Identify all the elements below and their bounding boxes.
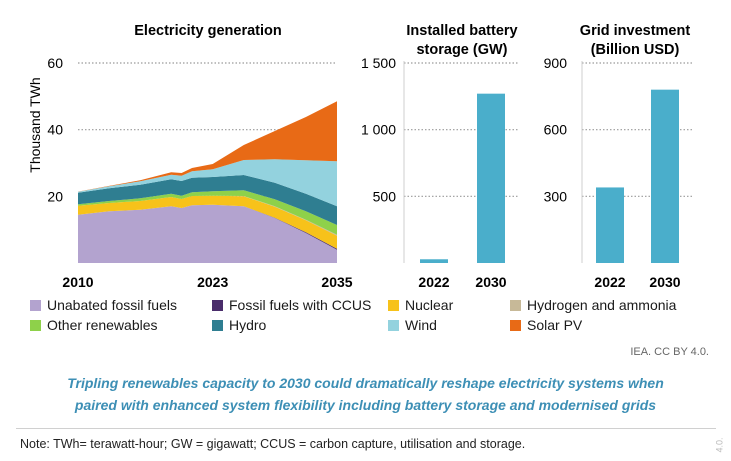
legend-item-fossil-ccus: Fossil fuels with CCUS xyxy=(212,297,371,313)
x-tick-label: 2030 xyxy=(649,274,680,290)
chart-title-grid-line2: (Billion USD) xyxy=(591,42,680,58)
source-credit: IEA. CC BY 4.0. xyxy=(630,346,709,358)
y-axis-label: Thousand TWh xyxy=(27,77,43,172)
bar-2022 xyxy=(420,259,448,263)
footnote: Note: TWh= terawatt-hour; GW = gigawatt;… xyxy=(20,437,526,451)
legend-label: Hydro xyxy=(229,317,267,333)
legend-swatch xyxy=(30,319,41,331)
legend-swatch xyxy=(388,299,399,311)
y-tick-label: 900 xyxy=(544,55,568,71)
legend-item-unabated-fossil: Unabated fossil fuels xyxy=(30,297,177,313)
caption-line-1: Tripling renewables capacity to 2030 cou… xyxy=(67,375,664,391)
watermark: 4.0. xyxy=(714,437,725,453)
area-hydrogen-and-ammonia xyxy=(78,195,337,236)
legend-item-nuclear: Nuclear xyxy=(388,297,453,313)
battery-chart: 2022 2030 xyxy=(403,61,519,290)
legend-item-other-renewables: Other renewables xyxy=(30,317,158,333)
x-tick-label: 2010 xyxy=(62,274,93,290)
area-solar-pv xyxy=(78,101,337,192)
x-tick-label: 2030 xyxy=(475,274,506,290)
area-wind xyxy=(78,159,337,207)
right-tick-label: 1 000 xyxy=(361,122,396,138)
legend: Unabated fossil fuels Fossil fuels with … xyxy=(30,297,720,337)
divider xyxy=(16,428,716,429)
charts-area: Electricity generation Thousand TWh Inst… xyxy=(27,23,692,290)
legend-label: Other renewables xyxy=(47,317,158,333)
x-tick-label: 2035 xyxy=(321,274,352,290)
legend-swatch xyxy=(212,299,223,311)
y-tick-label: 300 xyxy=(544,188,568,204)
bar-2030 xyxy=(651,89,679,264)
legend-label: Unabated fossil fuels xyxy=(47,297,177,313)
y-tick-label: 20 xyxy=(47,188,63,204)
legend-item-wind: Wind xyxy=(388,317,437,333)
chart-title-battery-line2: storage (GW) xyxy=(416,42,507,58)
y-tick-label: 60 xyxy=(47,55,63,71)
area-nuclear xyxy=(78,195,337,249)
legend-item-hydro: Hydro xyxy=(212,317,266,333)
legend-swatch xyxy=(510,319,521,331)
legend-label: Wind xyxy=(405,317,437,333)
y-tick-label: 600 xyxy=(544,122,568,138)
chart-title-battery-line1: Installed battery xyxy=(406,23,517,39)
y-tick-label: 40 xyxy=(47,122,63,138)
right-tick-label: 1 500 xyxy=(361,55,396,71)
legend-swatch xyxy=(510,299,521,311)
legend-swatch xyxy=(212,319,223,331)
bar-2030 xyxy=(477,93,505,264)
legend-item-solar: Solar PV xyxy=(510,317,582,333)
area-other-renewables xyxy=(78,190,337,235)
chart-title-grid-line1: Grid investment xyxy=(580,23,691,39)
legend-label: Fossil fuels with CCUS xyxy=(229,297,372,313)
legend-swatch xyxy=(30,299,41,311)
legend-item-hydrogen: Hydrogen and ammonia xyxy=(510,297,676,313)
chart-title-generation: Electricity generation xyxy=(134,23,281,39)
area-unabated-fossil-fuels xyxy=(78,204,337,263)
legend-label: Hydrogen and ammonia xyxy=(527,297,677,313)
legend-label: Solar PV xyxy=(527,317,583,333)
area-hydro xyxy=(78,175,337,225)
figure-caption: Tripling renewables capacity to 2030 cou… xyxy=(0,372,731,416)
bar-2022 xyxy=(596,187,624,263)
grid-investment-chart: 300 600 900 2022 2030 xyxy=(544,55,692,290)
legend-label: Nuclear xyxy=(405,297,454,313)
caption-line-2: paired with enhanced system flexibility … xyxy=(74,397,657,413)
x-tick-label: 2022 xyxy=(418,274,449,290)
generation-chart: 20 500 40 1 000 60 1 500 2010 2023 2035 xyxy=(47,55,396,290)
x-tick-label: 2023 xyxy=(197,274,228,290)
right-tick-label: 500 xyxy=(373,188,397,204)
legend-swatch xyxy=(388,319,399,331)
x-tick-label: 2022 xyxy=(594,274,625,290)
